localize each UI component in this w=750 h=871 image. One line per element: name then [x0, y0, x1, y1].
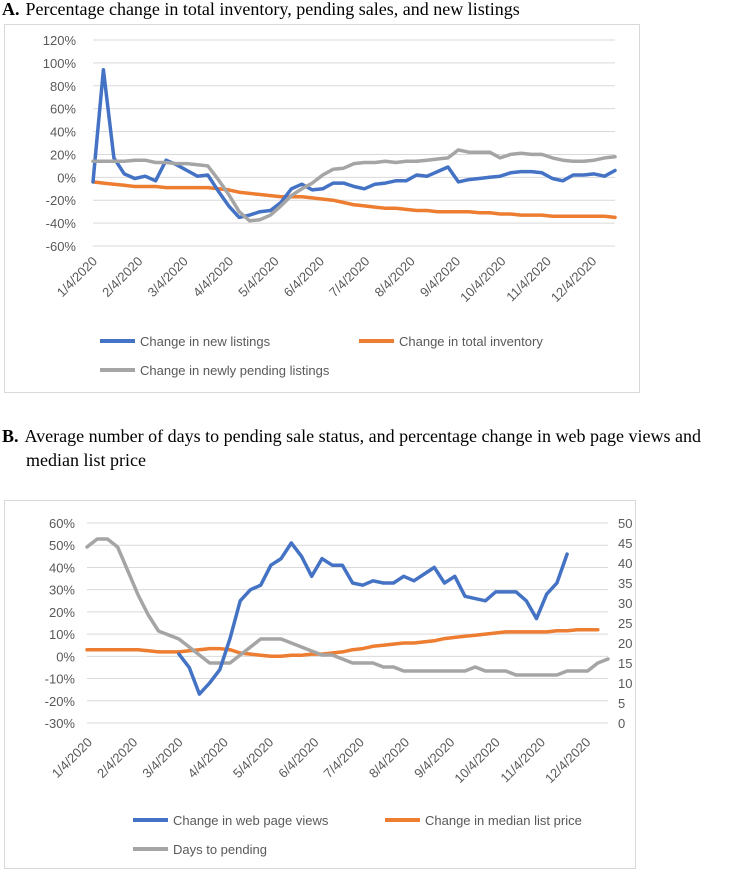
y-tick-label: 20%	[50, 147, 76, 162]
y2-tick-label: 25	[618, 616, 632, 631]
y2-tick-label: 0	[618, 716, 625, 731]
y2-tick-label: 40	[618, 556, 632, 571]
legend-label: Change in median list price	[425, 813, 582, 828]
x-tick-label: 11/4/2020	[497, 735, 548, 786]
legend-label: Change in newly pending listings	[140, 363, 330, 378]
y-tick-label: 100%	[43, 56, 77, 71]
chart-b: 60%50%40%30%20%10%0%-10%-20%-30%50454035…	[45, 516, 633, 857]
chart-b-container: 60% 50% 40% 30% 20% 10% 0% -10% -20% -30% 50 45 40 35…	[4, 500, 636, 869]
x-tick-label: 1/4/2020	[49, 735, 95, 781]
y-tick-label: 0%	[56, 649, 75, 664]
y-tick-label: 30%	[49, 583, 75, 598]
panel-a-letter: A.	[2, 0, 20, 19]
x-tick-label: 5/4/2020	[230, 735, 276, 781]
legend-label: Change in web page views	[173, 813, 329, 828]
x-tick-label: 3/4/2020	[145, 254, 191, 300]
panel-b-title: B. Average number of days to pending sale…	[2, 424, 746, 472]
x-tick-label: 11/4/2020	[503, 254, 554, 305]
panel-a-title-text: Percentage change in total inventory, pe…	[25, 0, 520, 19]
y2-tick-label: 20	[618, 636, 632, 651]
x-tick-label: 10/4/2020	[451, 735, 503, 787]
series-line-change-in-new-listings	[91, 68, 617, 220]
y2-tick-label: 30	[618, 596, 632, 611]
y2-tick-label: 50	[618, 516, 632, 531]
x-tick-label: 12/4/2020	[542, 735, 594, 787]
y-tick-label: 60%	[50, 102, 76, 117]
panel-b-letter: B.	[2, 426, 19, 446]
series-line-days-to-pending	[85, 537, 610, 677]
x-tick-label: 9/4/2020	[417, 254, 463, 300]
series-line-change-in-median-list-price	[85, 627, 600, 659]
x-tick-label: 7/4/2020	[326, 254, 372, 300]
panel-a-title: A. Percentage change in total inventory, …	[2, 0, 742, 21]
x-tick-label: 10/4/2020	[457, 254, 509, 306]
x-tick-label: 1/4/2020	[54, 254, 100, 300]
x-tick-label: 8/4/2020	[366, 735, 412, 781]
y2-tick-label: 35	[618, 576, 632, 591]
y-tick-label: 0%	[57, 170, 76, 185]
x-tick-label: 8/4/2020	[371, 254, 417, 300]
y-tick-label: 40%	[49, 560, 75, 575]
x-tick-label: 9/4/2020	[411, 735, 457, 781]
x-tick-label: 6/4/2020	[281, 254, 327, 300]
y2-tick-label: 5	[618, 696, 625, 711]
series-line-change-in-web-page-views	[177, 541, 569, 696]
legend-label: Change in total inventory	[399, 334, 543, 349]
x-tick-label: 12/4/2020	[548, 254, 600, 306]
y-tick-label: 20%	[49, 605, 75, 620]
x-tick-label: 2/4/2020	[94, 735, 140, 781]
chart-a: 120% 100% 80% 60% 40% 20% 0% -20% -40% -60%1/4/20…	[43, 33, 617, 378]
y-tick-label: -20%	[45, 694, 76, 709]
y-tick-label: 80%	[50, 79, 76, 94]
legend-label: Days to pending	[173, 842, 267, 857]
y-tick-label: -60%	[46, 239, 77, 254]
y2-tick-label: 15	[618, 656, 632, 671]
x-tick-label: 2/4/2020	[99, 254, 145, 300]
x-tick-label: 6/4/2020	[275, 735, 321, 781]
x-tick-label: 3/4/2020	[139, 735, 185, 781]
y2-tick-label: 45	[618, 536, 632, 551]
y-tick-label: -20%	[46, 193, 77, 208]
x-tick-label: 4/4/2020	[190, 254, 236, 300]
panel-b-title-text: Average number of days to pending sale s…	[24, 426, 701, 470]
y-tick-label: -30%	[45, 716, 76, 731]
series-line-change-in-total-inventory	[91, 180, 617, 220]
legend-label: Change in new listings	[140, 334, 271, 349]
x-tick-label: 5/4/2020	[235, 254, 281, 300]
y-tick-label: 40%	[50, 125, 76, 140]
y-tick-label: 10%	[49, 627, 75, 642]
x-tick-label: 7/4/2020	[321, 735, 367, 781]
series-line-change-in-newly-pending-listings	[91, 148, 617, 223]
y-tick-label: -40%	[46, 216, 77, 231]
x-tick-label: 4/4/2020	[185, 735, 231, 781]
y-tick-label: 60%	[49, 516, 75, 531]
y-tick-label: 120%	[43, 33, 77, 48]
y-tick-label: 50%	[49, 538, 75, 553]
y2-tick-label: 10	[618, 676, 632, 691]
y-tick-label: -10%	[45, 672, 76, 687]
chart-a-container: 120% 100% 80% 60% 40% 20% 0% -20% -40% -60% 1/4/20…	[4, 24, 640, 393]
